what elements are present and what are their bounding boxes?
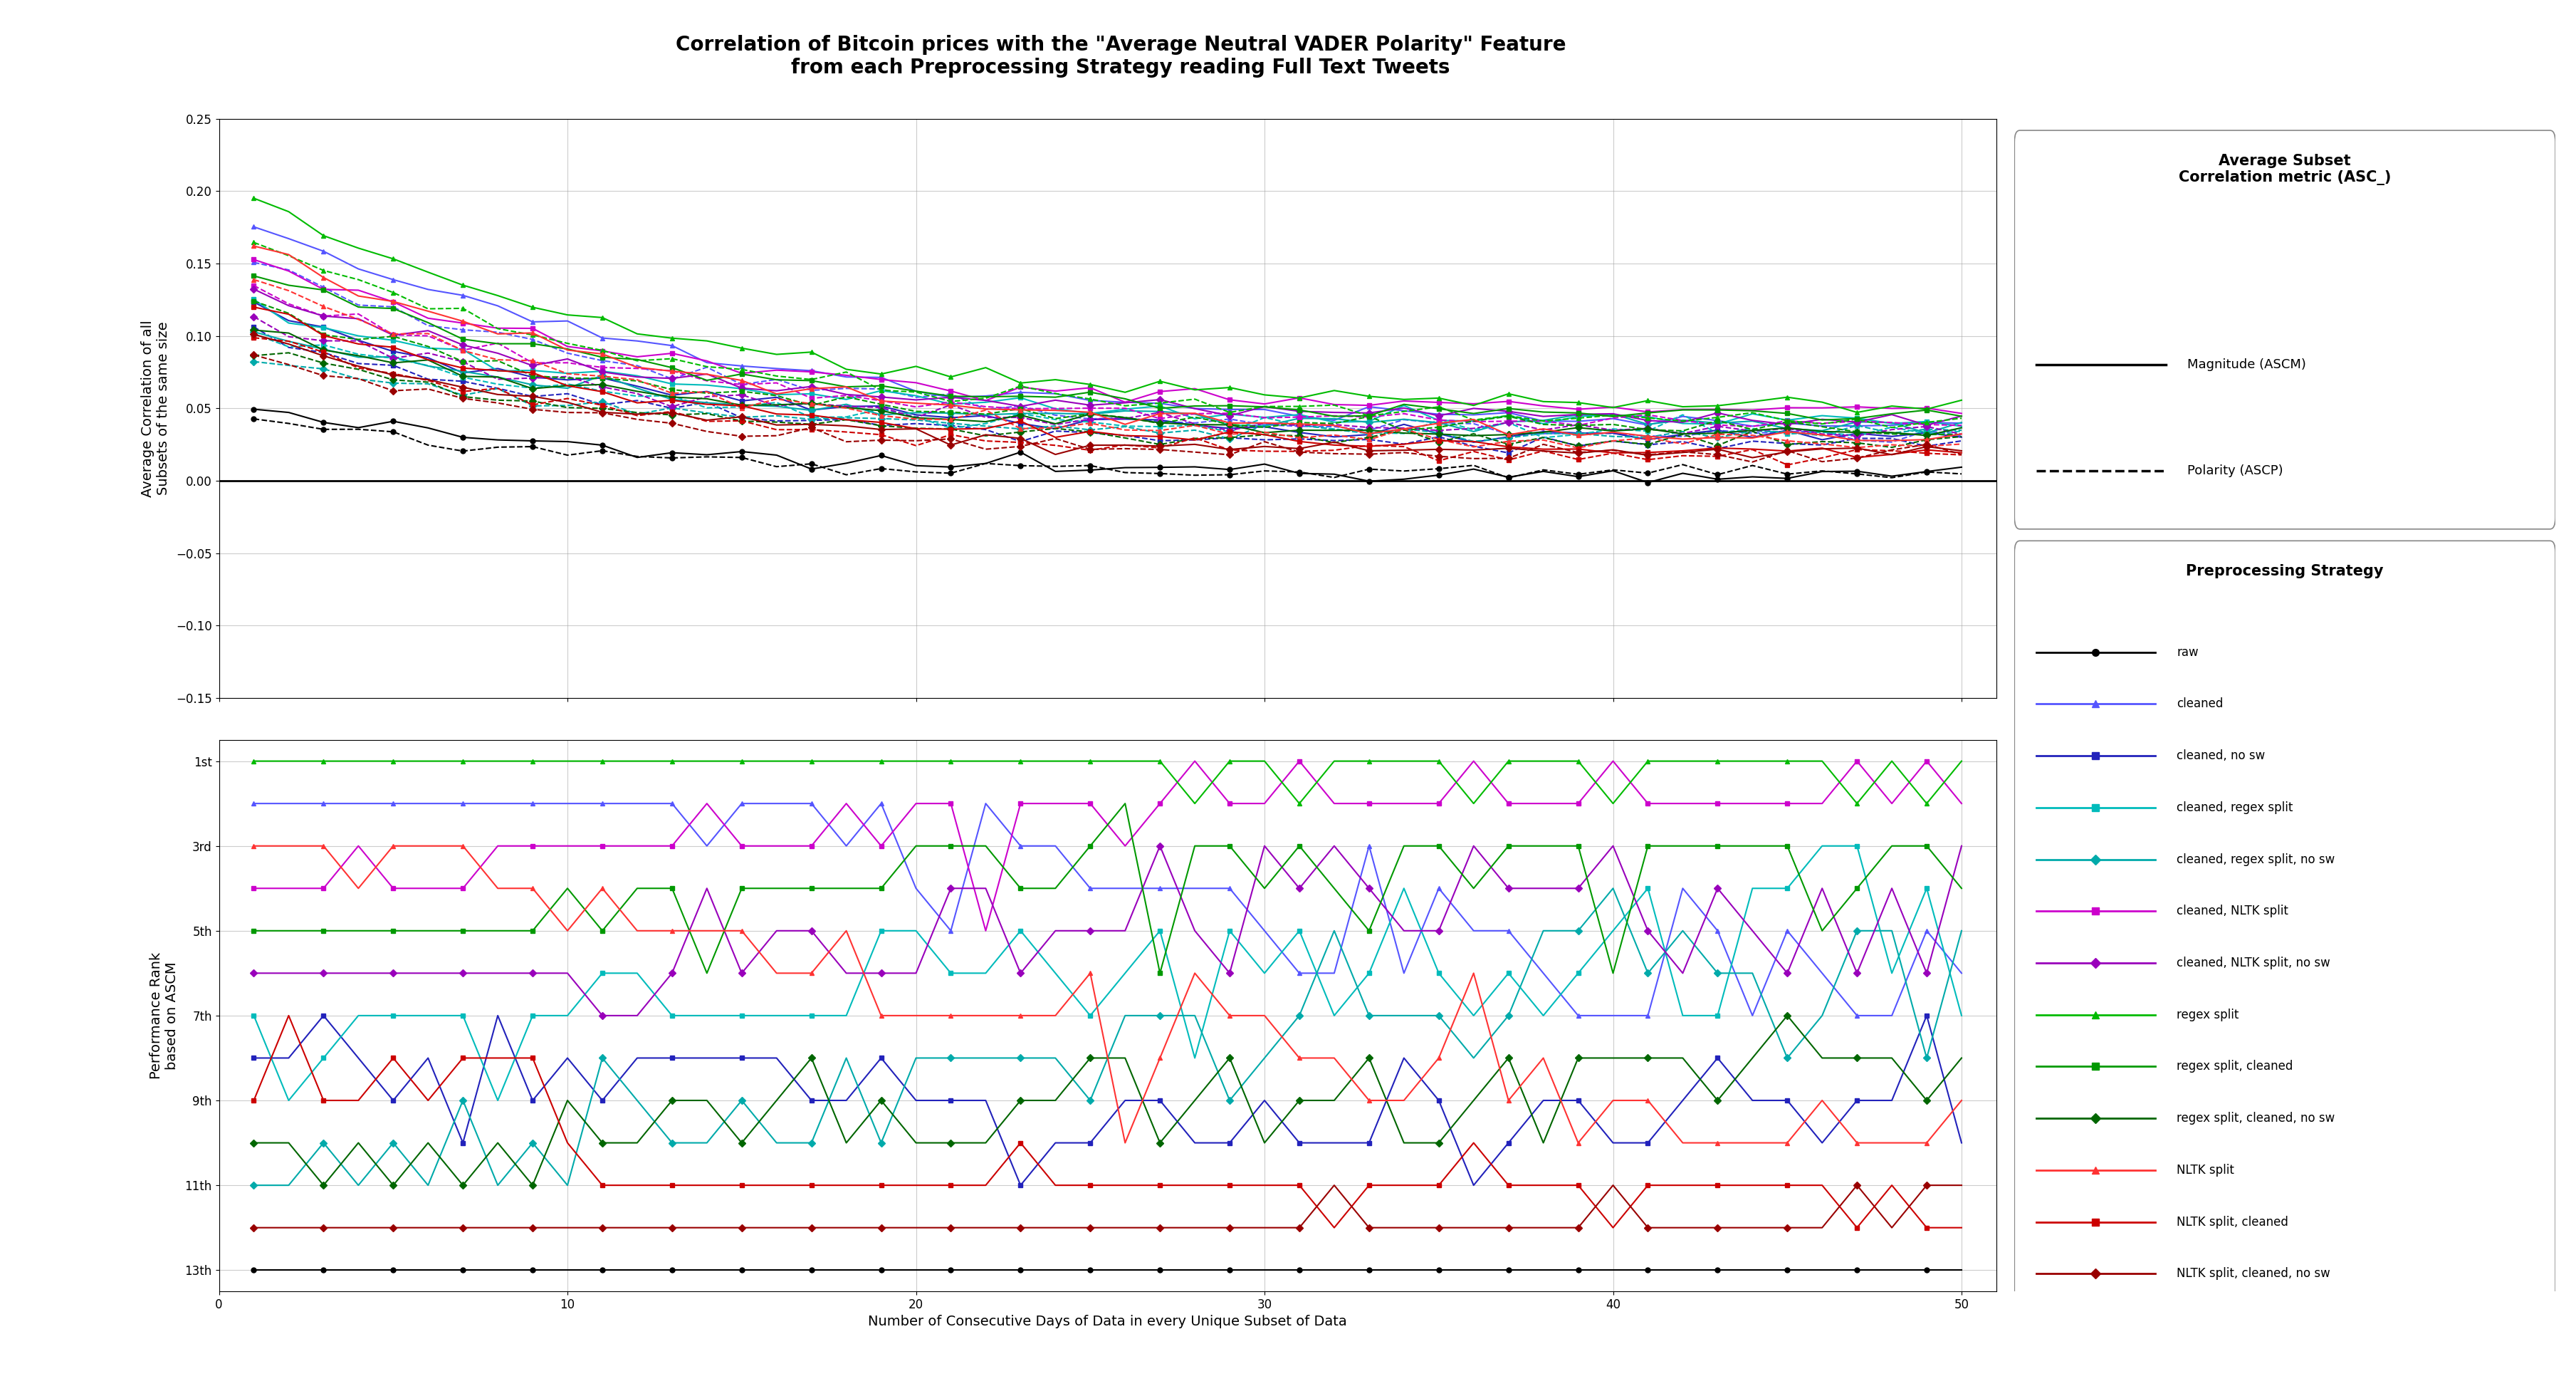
Text: cleaned: cleaned — [2177, 698, 2223, 711]
Text: NLTK split, cleaned, no sw: NLTK split, cleaned, no sw — [2177, 1268, 2331, 1280]
Text: NLTK split: NLTK split — [2177, 1164, 2233, 1177]
X-axis label: Number of Consecutive Days of Data in every Unique Subset of Data: Number of Consecutive Days of Data in ev… — [868, 1315, 1347, 1329]
Text: cleaned, regex split: cleaned, regex split — [2177, 801, 2293, 814]
FancyBboxPatch shape — [2014, 540, 2555, 1302]
Text: Average Subset
Correlation metric (ASC_): Average Subset Correlation metric (ASC_) — [2179, 154, 2391, 186]
Y-axis label: Performance Rank
based on ASCM: Performance Rank based on ASCM — [149, 952, 178, 1079]
Text: cleaned, NLTK split, no sw: cleaned, NLTK split, no sw — [2177, 956, 2331, 969]
Text: regex split, cleaned, no sw: regex split, cleaned, no sw — [2177, 1113, 2334, 1125]
Text: cleaned, NLTK split: cleaned, NLTK split — [2177, 905, 2287, 917]
Text: Correlation of Bitcoin prices with the "Average Neutral VADER Polarity" Feature
: Correlation of Bitcoin prices with the "… — [675, 35, 1566, 78]
Text: cleaned, no sw: cleaned, no sw — [2177, 750, 2264, 762]
Text: Magnitude (ASCM): Magnitude (ASCM) — [2187, 359, 2306, 371]
Text: NLTK split, cleaned: NLTK split, cleaned — [2177, 1216, 2287, 1228]
Text: Polarity (ASCP): Polarity (ASCP) — [2187, 463, 2282, 477]
Text: raw: raw — [2177, 646, 2197, 659]
Text: regex split: regex split — [2177, 1008, 2239, 1020]
Text: Preprocessing Strategy: Preprocessing Strategy — [2187, 564, 2383, 578]
FancyBboxPatch shape — [2014, 130, 2555, 529]
Text: regex split, cleaned: regex split, cleaned — [2177, 1060, 2293, 1074]
Y-axis label: Average Correlation of all
Subsets of the same size: Average Correlation of all Subsets of th… — [142, 320, 170, 497]
Text: cleaned, regex split, no sw: cleaned, regex split, no sw — [2177, 853, 2334, 866]
